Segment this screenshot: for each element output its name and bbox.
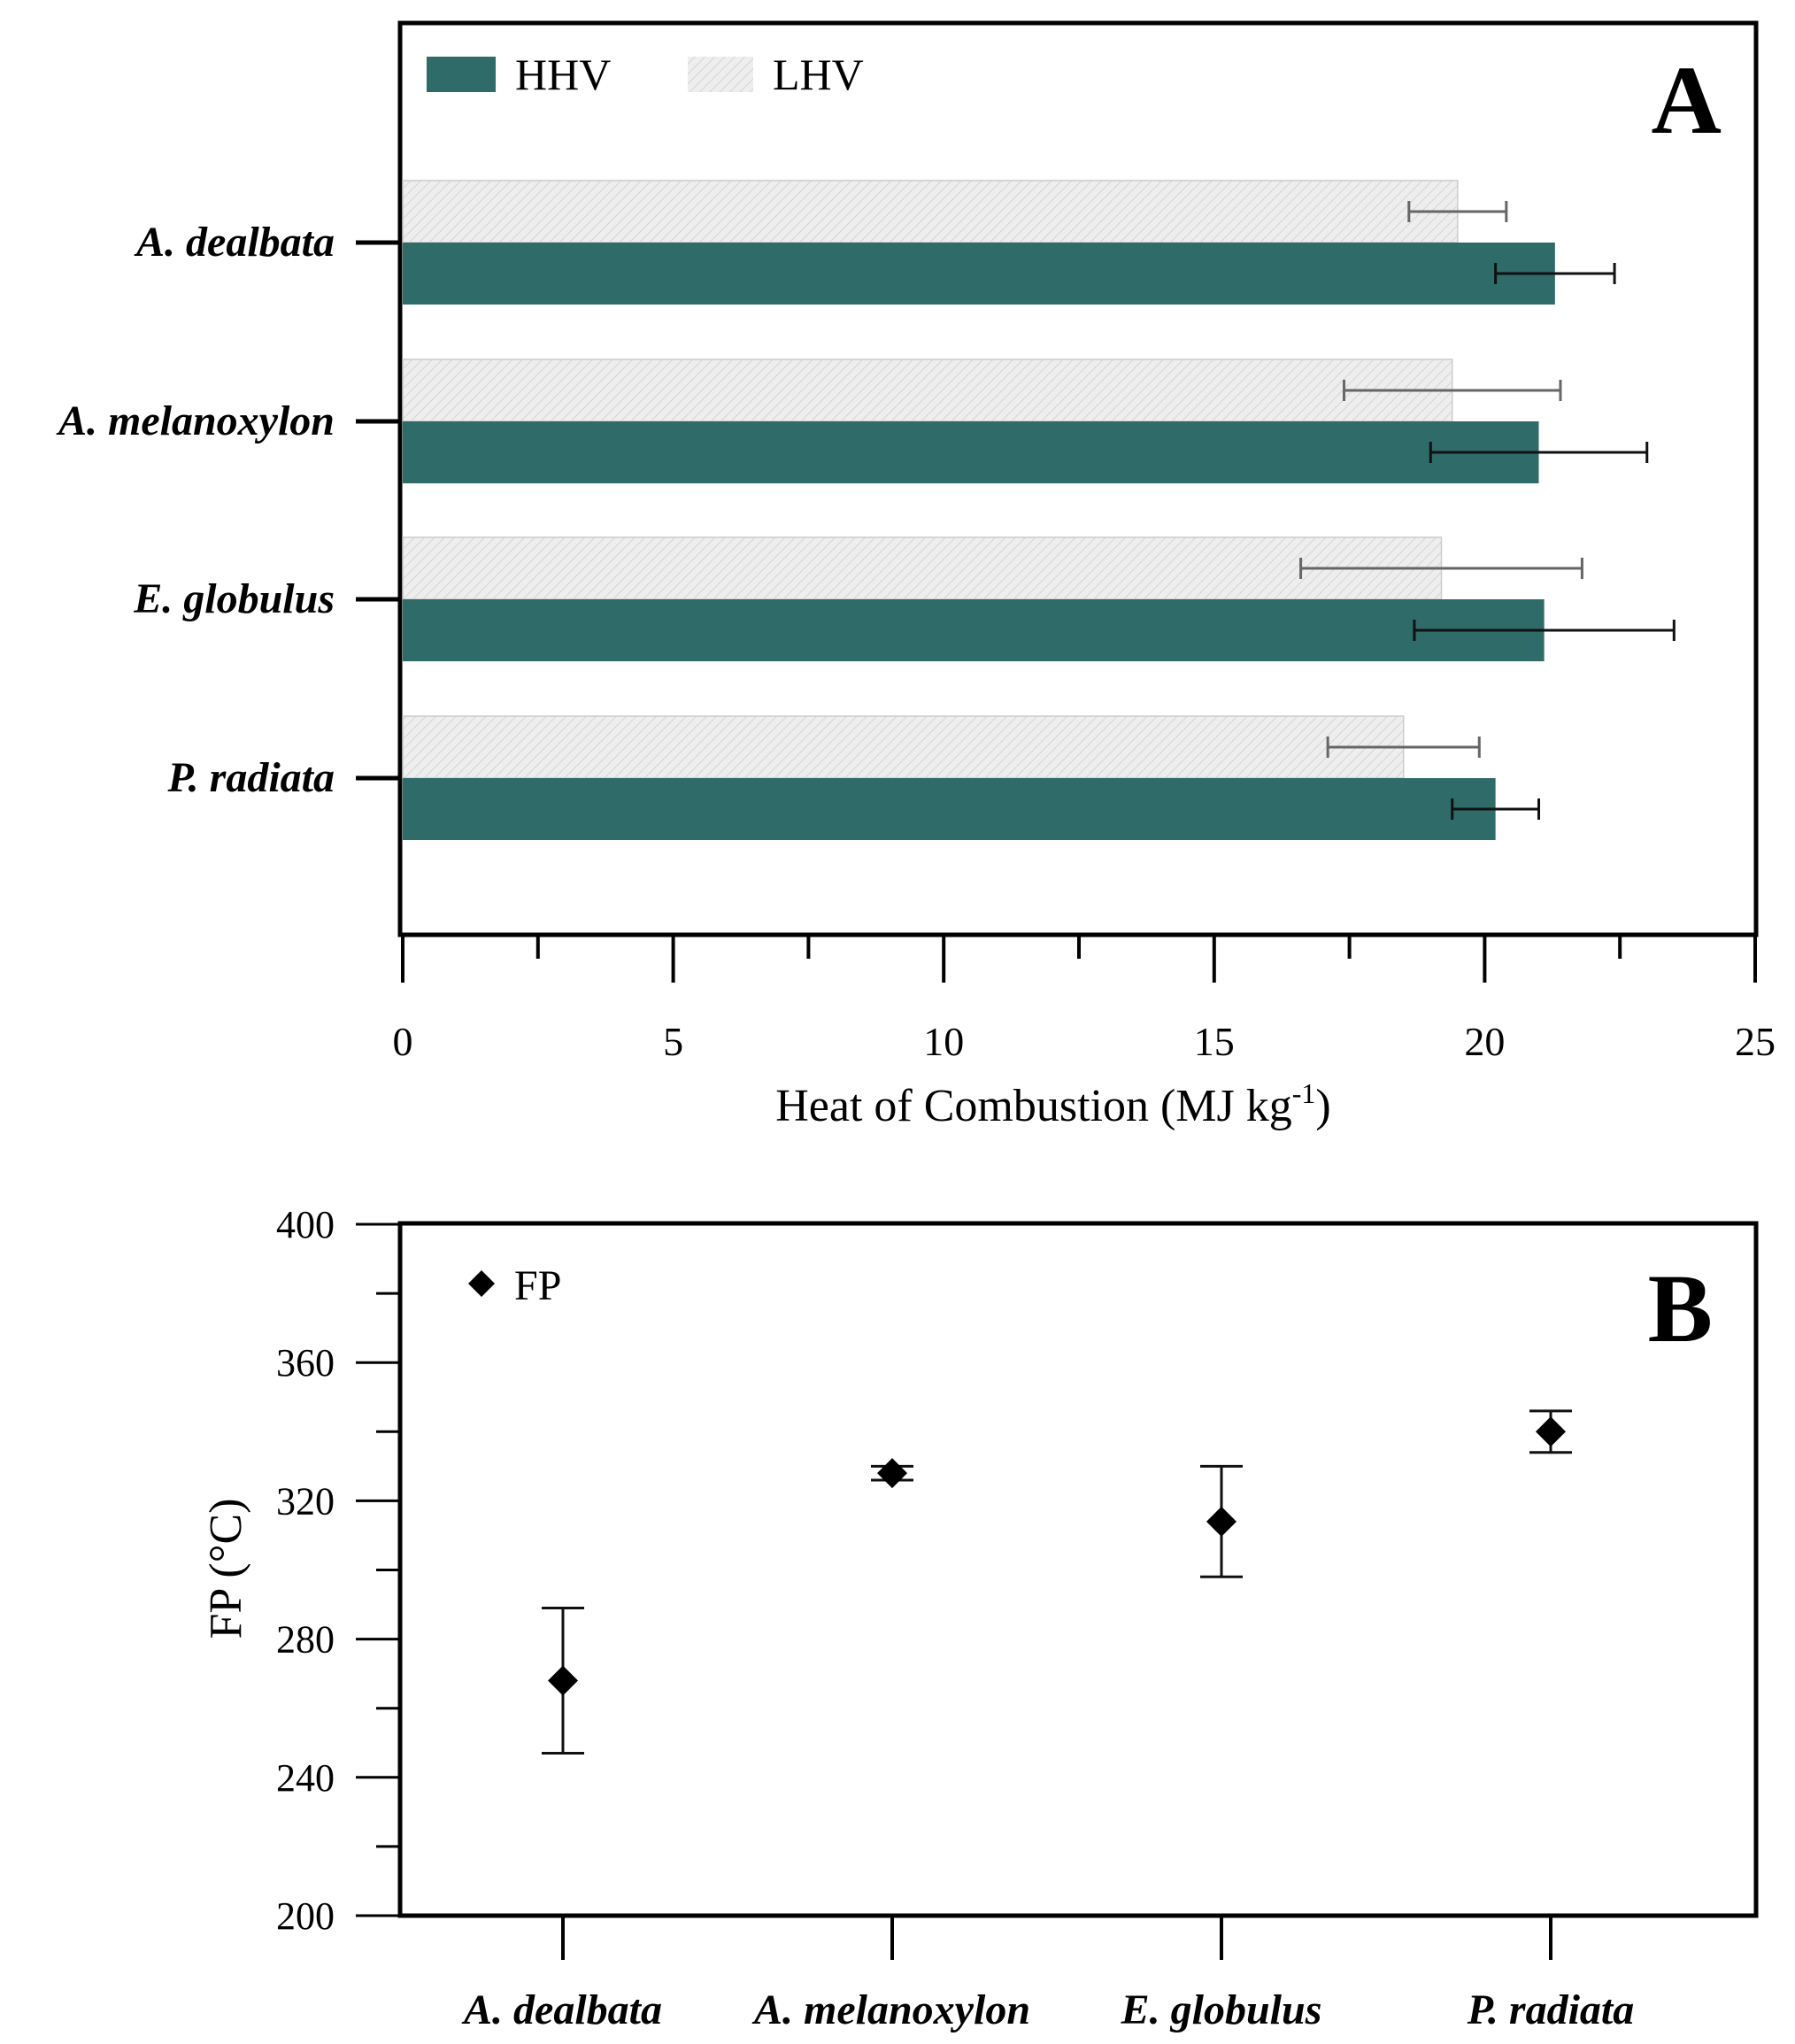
category-label-p-radiata: P. radiata <box>167 754 335 801</box>
y-tick-label-360: 360 <box>276 1341 335 1385</box>
y-tick-label-200: 200 <box>276 1894 335 1938</box>
y-tick-label-320: 320 <box>276 1479 335 1523</box>
bar-hhv-a-melanoxylon <box>403 421 1539 483</box>
category-label-b-a-dealbata: A. dealbata <box>461 1986 662 2033</box>
bar-lhv-a-melanoxylon <box>402 359 1453 422</box>
panel-a-error-bars <box>1299 201 1676 820</box>
panel-b-y-axis-title: FP (°C) <box>201 1498 251 1639</box>
bar-lhv-p-radiata <box>402 715 1405 779</box>
panel-a-letter: A <box>1652 46 1722 154</box>
x-tick-label-25: 25 <box>1735 1019 1776 1064</box>
category-label-b-e-globulus: E. globulus <box>1121 1986 1322 2033</box>
x-tick-label-15: 15 <box>1194 1019 1235 1064</box>
legend-hhv-swatch <box>427 57 496 92</box>
legend-fp-label: FP <box>514 1262 561 1309</box>
panel-b-legend: FP <box>468 1262 561 1309</box>
panel-a-x-axis-title: Heat of Combustion (MJ kg-1) <box>775 1077 1331 1131</box>
panel-a-x-ticks: 0 5 10 15 20 25 <box>393 935 1776 1064</box>
y-tick-label-240: 240 <box>276 1756 335 1800</box>
category-label-e-globulus: E. globulus <box>133 575 335 622</box>
bar-lhv-a-dealbata <box>402 180 1459 243</box>
legend-lhv-label: LHV <box>773 50 864 99</box>
bar-hhv-a-dealbata <box>403 243 1555 305</box>
point-fp-p-radiata <box>1536 1416 1566 1447</box>
y-tick-label-280: 280 <box>276 1618 335 1662</box>
panel-b-plot-frame <box>397 1221 1759 1918</box>
panel-a-category-ticks: A. dealbata A. melanoxylon E. globulus P. r… <box>56 219 400 801</box>
legend-hhv-label: HHV <box>515 50 611 99</box>
panel-b-letter: B <box>1648 1254 1713 1362</box>
y-tick-label-400: 400 <box>276 1203 335 1246</box>
error-bar-hhv-p-radiata <box>1451 798 1541 820</box>
legend-fp-marker <box>468 1270 495 1297</box>
point-fp-e-globulus <box>1206 1506 1236 1537</box>
bar-hhv-p-radiata <box>403 778 1496 840</box>
point-fp-a-dealbata <box>548 1665 578 1696</box>
error-bar-lhv-a-melanoxylon <box>1342 380 1562 401</box>
category-label-a-dealbata: A. dealbata <box>134 219 335 266</box>
error-bar-hhv-e-globulus <box>1413 620 1676 641</box>
error-bar-hhv-a-melanoxylon <box>1429 442 1649 463</box>
panel-a-bars <box>402 180 1555 840</box>
x-tick-label-5: 5 <box>663 1019 683 1064</box>
panel-b-y-ticks: 200 240 280 320 360 400 <box>276 1203 400 1938</box>
bar-hhv-e-globulus <box>403 599 1545 661</box>
category-label-b-p-radiata: P. radiata <box>1467 1986 1634 2033</box>
x-tick-label-0: 0 <box>393 1019 413 1064</box>
error-bar-lhv-p-radiata <box>1326 737 1481 758</box>
bar-lhv-e-globulus <box>402 536 1443 600</box>
x-tick-label-20: 20 <box>1464 1019 1505 1064</box>
legend-lhv-swatch <box>688 57 753 92</box>
panel-b-category-ticks: A. dealbata A. melanoxylon E. globulus P. r… <box>461 1916 1634 2033</box>
category-label-b-a-melanoxylon: A. melanoxylon <box>751 1986 1030 2033</box>
panel-b-points <box>542 1409 1572 1755</box>
panel-b: 200 240 280 320 360 400 A. dealbata A. melanox… <box>201 1203 1759 2033</box>
error-bar-lhv-e-globulus <box>1299 558 1583 579</box>
panel-a: A. dealbata A. melanoxylon E. globulus P. r… <box>56 20 1776 1131</box>
panel-a-legend: HHV LHV <box>427 50 864 99</box>
x-tick-label-10: 10 <box>923 1019 964 1064</box>
error-bar-lhv-a-dealbata <box>1407 201 1508 222</box>
category-label-a-melanoxylon: A. melanoxylon <box>56 397 335 444</box>
error-bar-hhv-a-dealbata <box>1494 263 1616 284</box>
point-fp-a-melanoxylon <box>877 1458 907 1489</box>
